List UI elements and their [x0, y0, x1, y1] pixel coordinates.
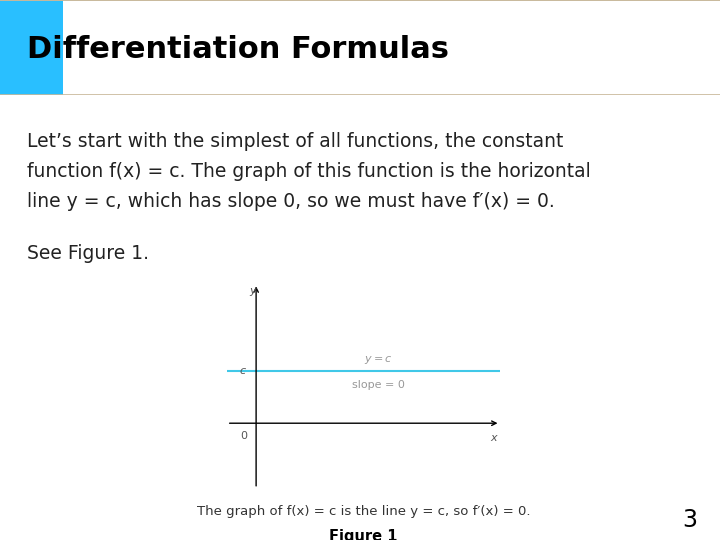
Text: The graph of f(x) = c is the line y = c, so f′(x) = 0.: The graph of f(x) = c is the line y = c,…: [197, 505, 531, 518]
Text: x: x: [490, 433, 497, 443]
Text: Differentiation Formulas: Differentiation Formulas: [27, 35, 449, 64]
Text: 0: 0: [240, 431, 248, 441]
Text: c: c: [239, 366, 246, 376]
Text: $y = c$: $y = c$: [364, 354, 392, 366]
Text: See Figure 1.: See Figure 1.: [27, 244, 149, 263]
Text: slope = 0: slope = 0: [352, 380, 405, 390]
Text: Let’s start with the simplest of all functions, the constant: Let’s start with the simplest of all fun…: [27, 132, 564, 151]
Text: Figure 1: Figure 1: [329, 529, 398, 540]
Text: line y = c, which has slope 0, so we must have f′(x) = 0.: line y = c, which has slope 0, so we mus…: [27, 192, 555, 211]
Text: function f(x) = c. The graph of this function is the horizontal: function f(x) = c. The graph of this fun…: [27, 162, 591, 181]
Text: 3: 3: [682, 508, 697, 532]
Bar: [0, 0, 63, 94]
Text: y: y: [249, 286, 256, 296]
